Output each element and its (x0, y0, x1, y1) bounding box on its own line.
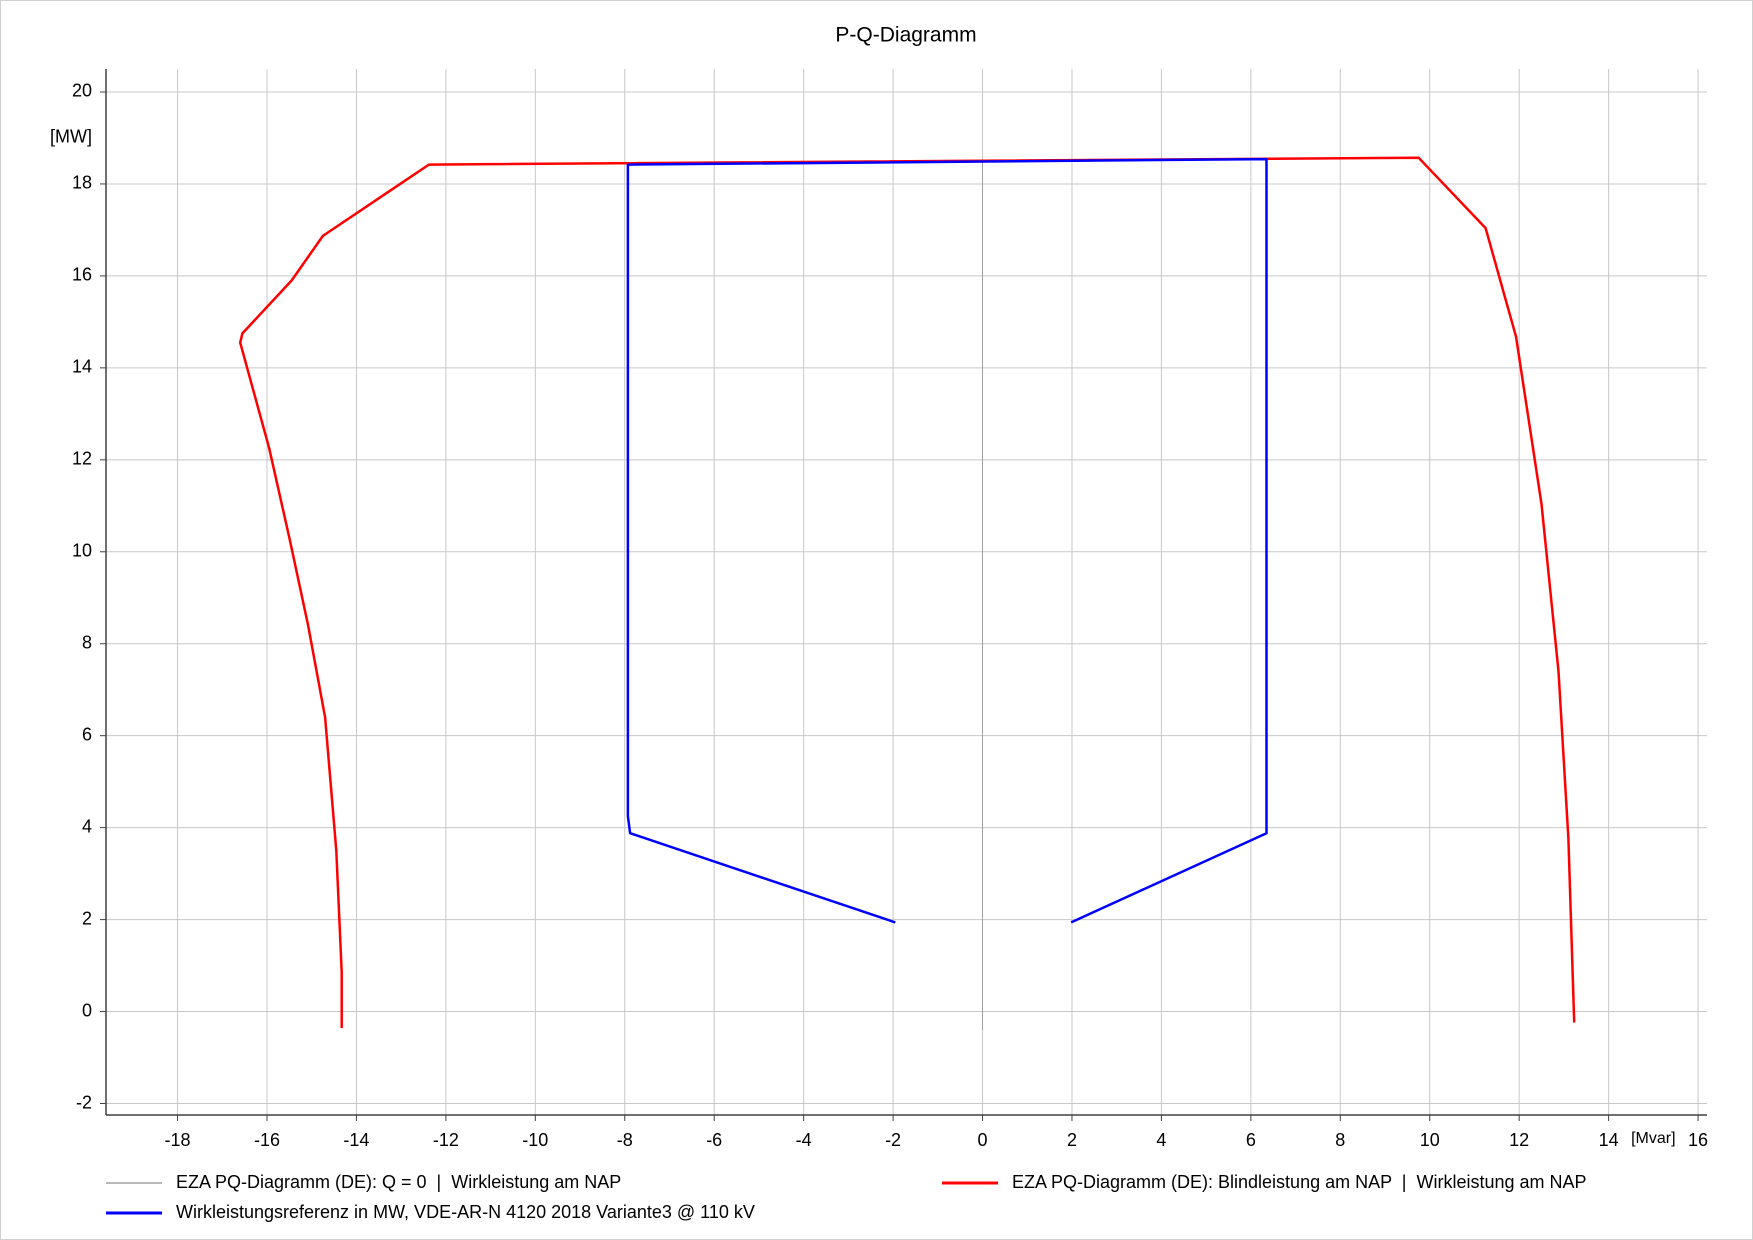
legend-label: Wirkleistungsreferenz in MW, VDE-AR-N 41… (176, 1202, 755, 1222)
y-tick-label: 2 (82, 908, 92, 928)
x-tick-label: -12 (433, 1130, 459, 1150)
y-tick-label: -2 (76, 1092, 92, 1112)
x-tick-label: -2 (885, 1130, 901, 1150)
chart-title: P-Q-Diagramm (835, 24, 976, 47)
plot (238, 156, 1576, 1030)
x-tick-label: 10 (1420, 1130, 1440, 1150)
x-tick-label: -16 (254, 1130, 280, 1150)
x-tick-label: -10 (522, 1130, 548, 1150)
y-tick-label: 8 (82, 632, 92, 652)
x-tick-label: -6 (706, 1130, 722, 1150)
x-tick-label: 14 (1599, 1130, 1619, 1150)
y-tick-label: 12 (72, 449, 92, 469)
grid (106, 69, 1707, 1115)
x-tick-label: 4 (1156, 1130, 1166, 1150)
x-tick-label: -18 (165, 1130, 191, 1150)
y-tick-label: 4 (82, 816, 92, 836)
x-tick-label: -8 (617, 1130, 633, 1150)
x-tick-label: 8 (1335, 1130, 1345, 1150)
y-tick-label: 6 (82, 724, 92, 744)
x-tick-label: -14 (343, 1130, 369, 1150)
x-axis-label: [Mvar] (1631, 1130, 1675, 1147)
y-tick-label: 16 (72, 265, 92, 285)
x-tick-label: 6 (1246, 1130, 1256, 1150)
legend-label: EZA PQ-Diagramm (DE): Blindleistung am N… (1012, 1172, 1587, 1192)
x-tick-label: 0 (978, 1130, 988, 1150)
y-tick-label: 10 (72, 541, 92, 561)
ticks: -18 -16 -14 -12 -10 -8 -6 -4 -2 0 2 4 6 8 10 12 14 16 -2 0 2… (50, 81, 1708, 1150)
legend-label: EZA PQ-Diagramm (DE): Q = 0 | Wirkleistu… (176, 1172, 621, 1192)
x-tick-label: 16 (1688, 1130, 1708, 1150)
series-line (238, 156, 1576, 1029)
y-axis-label: [MW] (50, 127, 92, 147)
legend: EZA PQ-Diagramm (DE): Q = 0 | Wirkleistu… (106, 1172, 1587, 1222)
y-tick-label: 14 (72, 357, 92, 377)
series-line (626, 157, 1268, 924)
x-tick-label: 12 (1509, 1130, 1529, 1150)
y-tick-label: 0 (82, 1000, 92, 1020)
x-tick-label: 2 (1067, 1130, 1077, 1150)
y-tick-label: 20 (72, 81, 92, 101)
x-tick-label: -4 (796, 1130, 812, 1150)
y-tick-label: 18 (72, 173, 92, 193)
